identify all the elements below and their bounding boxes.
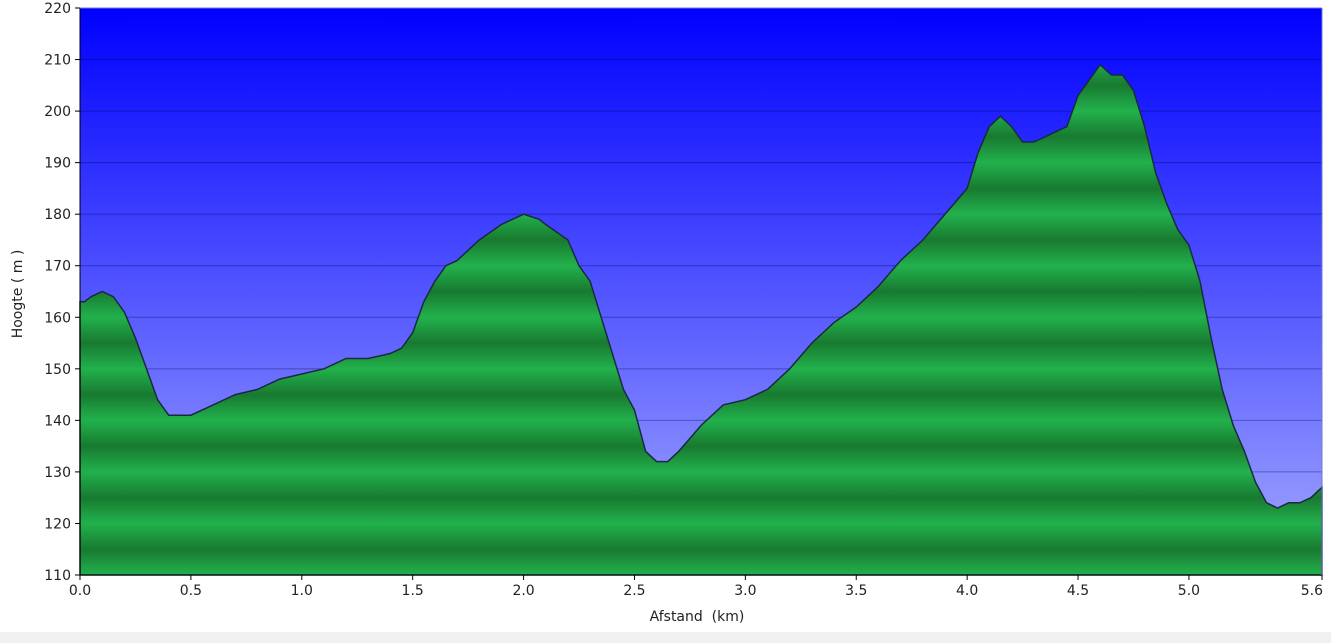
y-axis: 110 120 130 140 150 160 170 180 190 200 210 220 bbox=[44, 1, 80, 584]
y-tick-label: 110 bbox=[44, 568, 71, 584]
x-tick-label: 0.0 bbox=[69, 583, 91, 599]
x-tick-label: 0.5 bbox=[180, 583, 202, 599]
status-strip bbox=[0, 632, 1331, 643]
x-axis-title: Afstand (km) bbox=[650, 609, 745, 625]
elevation-area bbox=[79, 63, 1323, 576]
x-tick-label: 5.0 bbox=[1178, 583, 1200, 599]
y-tick-label: 160 bbox=[44, 310, 71, 326]
y-tick-label: 150 bbox=[44, 362, 71, 378]
x-tick-label: 2.0 bbox=[512, 583, 534, 599]
x-tick-label: 1.0 bbox=[291, 583, 313, 599]
y-tick-label: 140 bbox=[44, 413, 71, 429]
y-tick-label: 190 bbox=[44, 156, 71, 172]
y-tick-label: 180 bbox=[44, 207, 71, 223]
x-axis: 0.0 0.5 1.0 1.5 2.0 2.5 3.0 3.5 4.0 4.5 5.0 5.6 bbox=[69, 575, 1323, 599]
y-axis-title: Hoogte ( m ) bbox=[10, 250, 26, 339]
y-tick-label: 220 bbox=[44, 1, 71, 17]
axes bbox=[79, 7, 1323, 576]
x-tick-label: 5.6 bbox=[1301, 583, 1323, 599]
y-tick-label: 200 bbox=[44, 104, 71, 120]
y-tick-label: 130 bbox=[44, 465, 71, 481]
x-tick-label: 3.5 bbox=[845, 583, 867, 599]
x-tick-label: 1.5 bbox=[402, 583, 424, 599]
x-tick-label: 4.0 bbox=[956, 583, 978, 599]
x-tick-label: 3.0 bbox=[734, 583, 756, 599]
x-tick-label: 4.5 bbox=[1067, 583, 1089, 599]
y-tick-label: 170 bbox=[44, 259, 71, 275]
y-tick-label: 210 bbox=[44, 53, 71, 69]
x-tick-label: 2.5 bbox=[623, 583, 645, 599]
y-tick-label: 120 bbox=[44, 516, 71, 532]
